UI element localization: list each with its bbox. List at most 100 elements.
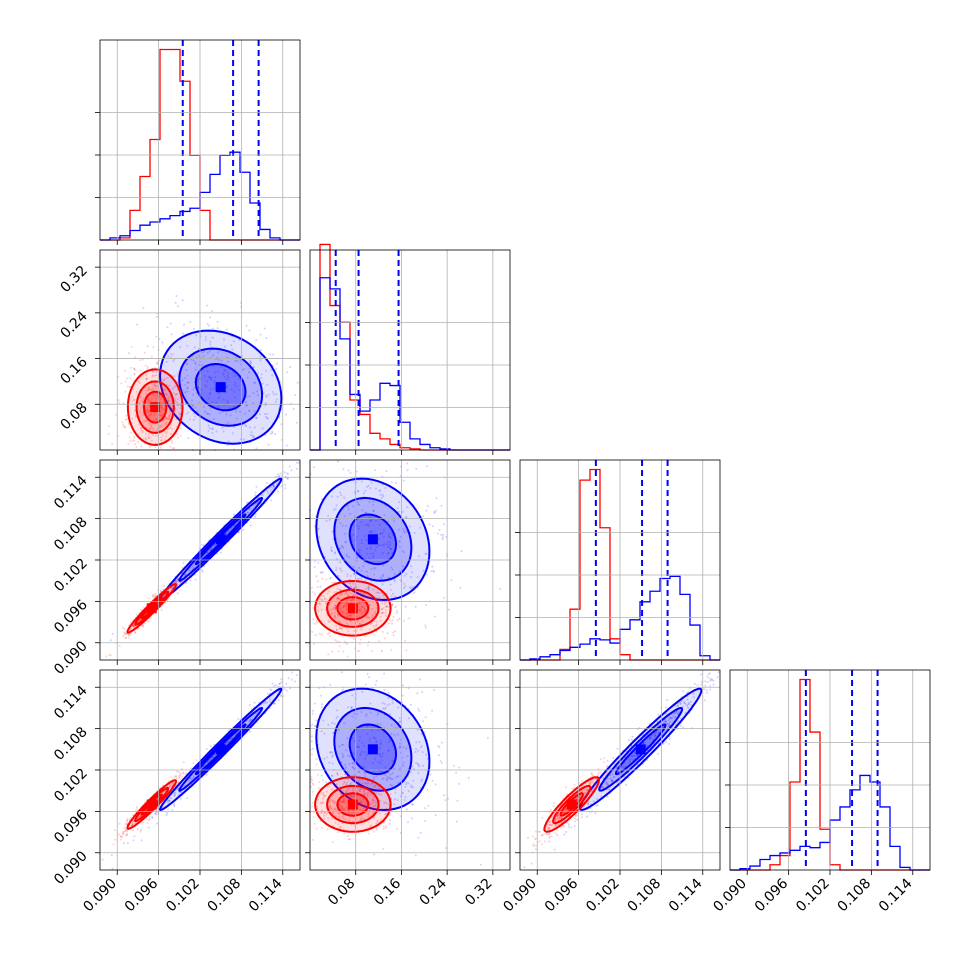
blue-sample-point xyxy=(283,471,286,474)
blue-sample-point xyxy=(217,351,219,354)
blue-sample-point xyxy=(128,352,131,355)
blue-sample-point xyxy=(320,608,323,611)
blue-sample-point xyxy=(233,524,236,527)
blue-sample-point xyxy=(204,339,207,341)
blue-sample-point xyxy=(246,512,249,514)
blue-sample-point xyxy=(250,431,253,434)
blue-sample-point xyxy=(580,813,583,816)
red-sample-point xyxy=(166,428,169,431)
blue-sample-point xyxy=(204,410,207,413)
blue-sample-point xyxy=(415,741,418,744)
red-sample-point xyxy=(382,821,385,824)
red-sample-point xyxy=(146,411,149,414)
red-sample-point xyxy=(164,415,167,418)
red-sample-point xyxy=(153,374,156,377)
blue-sample-point xyxy=(207,397,210,400)
blue-sample-point xyxy=(333,802,336,805)
blue-sample-point xyxy=(367,524,370,527)
red-sample-point xyxy=(124,828,127,831)
blue-sample-point xyxy=(675,711,678,713)
blue-sample-point xyxy=(285,682,288,685)
blue-sample-point xyxy=(368,604,371,606)
red-sample-point xyxy=(590,772,593,775)
red-sample-point xyxy=(329,800,332,803)
red-sample-point xyxy=(364,608,367,611)
blue-sample-point xyxy=(364,683,367,686)
red-sample-point xyxy=(358,622,361,625)
red-sample-point xyxy=(346,643,348,645)
blue-sample-point xyxy=(370,519,373,521)
red-sample-point xyxy=(538,830,541,833)
blue-sample-point xyxy=(352,565,355,568)
red-sample-point xyxy=(152,346,155,348)
blue-sample-point xyxy=(394,630,397,633)
blue-sample-point xyxy=(391,603,394,606)
blue-sample-point xyxy=(341,545,344,548)
red-sample-point xyxy=(321,801,324,804)
blue-sample-point xyxy=(252,435,255,438)
red-sample-point xyxy=(374,613,377,616)
blue-sample-point xyxy=(317,527,320,530)
blue-sample-point xyxy=(174,385,177,388)
blue-sample-point xyxy=(334,552,336,555)
blue-sample-point xyxy=(381,755,384,758)
red-sample-point xyxy=(377,785,380,788)
red-sample-point xyxy=(139,369,142,372)
blue-sample-point xyxy=(353,763,356,766)
red-sample-point xyxy=(155,417,158,420)
blue-sample-point xyxy=(336,495,339,498)
red-sample-point xyxy=(334,607,337,610)
red-sample-point xyxy=(562,825,565,828)
red-sample-point xyxy=(357,601,360,604)
red-sample-point xyxy=(374,625,377,628)
red-sample-point xyxy=(549,832,551,835)
red-sample-point xyxy=(565,786,568,789)
blue-sample-point xyxy=(176,305,179,308)
red-sample-point xyxy=(140,445,143,448)
blue-sample-point xyxy=(419,678,422,681)
blue-sample-point xyxy=(175,295,178,297)
blue-sample-point xyxy=(666,722,668,725)
blue-sample-point xyxy=(401,565,404,568)
red-sample-point xyxy=(363,789,366,792)
blue-sample-point xyxy=(371,799,374,802)
red-sample-point xyxy=(322,595,325,597)
blue-sample-point xyxy=(431,779,434,782)
red-sample-point xyxy=(123,369,126,372)
red-sample-point xyxy=(372,588,375,591)
blue-sample-point xyxy=(349,755,352,758)
blue-sample-point xyxy=(381,612,384,615)
red-sample-point xyxy=(126,830,129,833)
red-sample-point xyxy=(334,807,337,810)
red-sample-point xyxy=(558,817,561,819)
red-sample-point xyxy=(328,632,331,635)
blue-sample-point xyxy=(327,723,330,726)
blue-sample-point xyxy=(207,424,210,427)
blue-sample-point xyxy=(608,788,611,791)
red-sample-point xyxy=(135,806,138,808)
red-sample-point xyxy=(392,615,395,618)
blue-sample-point xyxy=(398,540,401,543)
red-sample-point xyxy=(333,615,336,618)
blue-sample-point xyxy=(156,362,158,365)
red-sample-point xyxy=(137,441,140,443)
blue-sample-point xyxy=(433,511,436,514)
red-sample-point xyxy=(164,377,167,380)
blue-sample-point xyxy=(208,427,211,430)
red-sample-point xyxy=(372,573,375,576)
red-sample-point xyxy=(312,642,315,645)
red-sample-point xyxy=(181,775,184,778)
blue-sample-point xyxy=(359,752,362,755)
blue-sample-point xyxy=(323,757,326,760)
blue-sample-point xyxy=(328,518,331,521)
blue-sample-point xyxy=(252,392,255,395)
blue-sample-point xyxy=(401,791,404,794)
blue-sample-point xyxy=(425,626,427,629)
blue-sample-point xyxy=(242,529,245,532)
blue-sample-point xyxy=(254,513,257,516)
blue-sample-point xyxy=(323,732,326,735)
blue-sample-point xyxy=(181,299,184,302)
blue-sample-point xyxy=(272,353,274,356)
red-sample-point xyxy=(127,443,130,446)
blue-sample-point xyxy=(270,368,273,371)
